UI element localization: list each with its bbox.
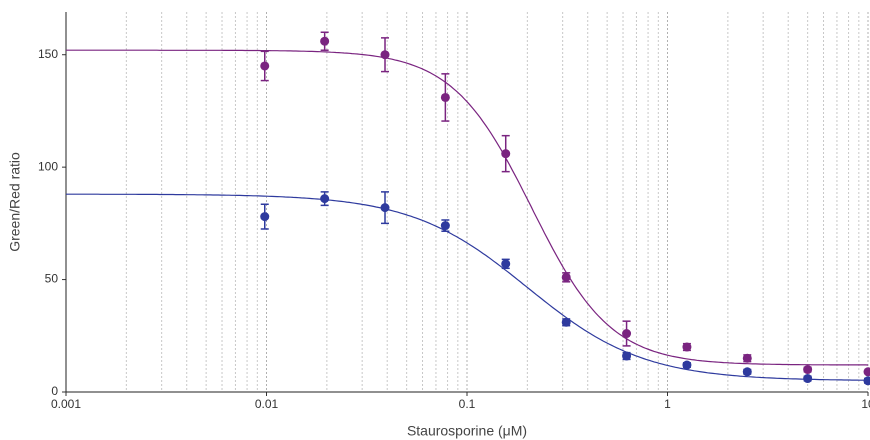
data-point [863, 367, 870, 377]
fit-curve [66, 193, 868, 381]
y-tick-label: 0 [51, 384, 58, 398]
data-point [440, 92, 450, 102]
data-point [501, 259, 511, 269]
x-tick-label: 1 [664, 397, 671, 411]
data-point [863, 376, 870, 386]
data-point [561, 317, 571, 327]
x-axis-title: Staurosporine (μM) [407, 423, 527, 439]
data-point [260, 212, 270, 222]
data-point [320, 36, 330, 46]
data-point [320, 194, 330, 204]
x-tick-label: 10 [861, 397, 870, 411]
x-tick-label: 0.001 [51, 397, 81, 411]
y-tick-label: 150 [38, 47, 58, 61]
x-tick-label: 0.1 [459, 397, 476, 411]
x-tick-label: 0.01 [255, 397, 279, 411]
data-point [622, 329, 632, 339]
data-point [260, 61, 270, 71]
data-point [440, 221, 450, 231]
fit-curve [66, 49, 869, 366]
data-point [380, 50, 390, 60]
data-point [803, 365, 813, 375]
data-point [803, 374, 813, 384]
y-tick-label: 100 [38, 159, 58, 173]
data-point [682, 342, 692, 352]
data-point [682, 360, 692, 370]
data-point [622, 351, 632, 361]
data-point [742, 367, 752, 377]
y-axis-title: Green/Red ratio [7, 152, 23, 252]
data-point [380, 203, 390, 213]
data-point [501, 149, 511, 159]
y-tick-label: 50 [45, 272, 59, 286]
data-point [742, 353, 752, 363]
data-point [561, 272, 571, 282]
